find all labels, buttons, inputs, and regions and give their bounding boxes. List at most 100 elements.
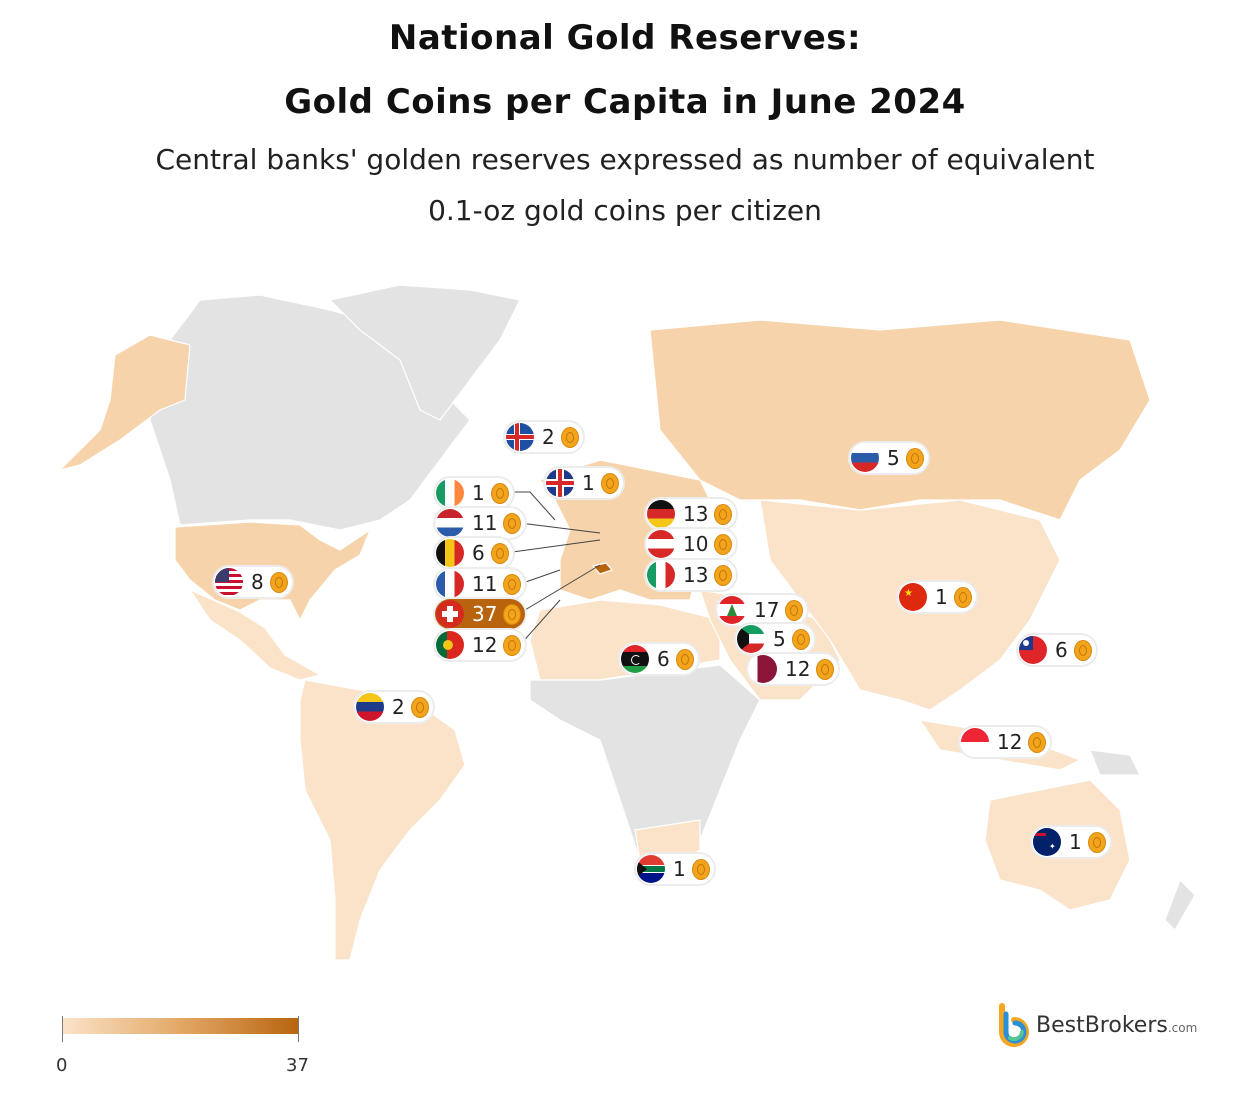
coin-icon — [269, 571, 288, 593]
label-libya[interactable]: 6 — [620, 644, 698, 674]
logo-icon — [999, 1003, 1029, 1047]
label-belgium[interactable]: 6 — [435, 538, 513, 568]
value: 1 — [935, 585, 948, 609]
label-south-africa[interactable]: 1 — [636, 854, 714, 884]
value: 6 — [1055, 638, 1068, 662]
lebanon-flag-icon — [718, 596, 746, 624]
value: 37 — [472, 602, 498, 626]
china-flag-icon: ★ — [899, 583, 927, 611]
logo-domain: .com — [1167, 1021, 1198, 1035]
legend-min-label: 0 — [56, 1055, 68, 1076]
bestbrokers-logo: BestBrokers .com — [996, 1002, 1197, 1048]
coin-icon — [490, 542, 509, 564]
label-portugal[interactable]: 12 — [435, 630, 526, 660]
label-qatar[interactable]: 12 — [748, 654, 839, 684]
label-russia[interactable]: 5 — [850, 443, 928, 473]
taiwan-flag-icon — [1019, 636, 1047, 664]
label-china[interactable]: ★ 1 — [898, 582, 976, 612]
region-new-guinea — [1089, 749, 1141, 776]
value: 17 — [754, 598, 780, 622]
value: 1 — [1069, 830, 1082, 854]
label-iceland[interactable]: 2 — [505, 422, 583, 452]
label-italy[interactable]: 13 — [646, 560, 737, 590]
value: 2 — [392, 695, 405, 719]
coin-icon — [714, 503, 733, 525]
label-ireland[interactable]: 1 — [435, 478, 513, 508]
libya-flag-icon — [621, 645, 649, 673]
region-russia — [649, 319, 1151, 521]
coin-icon — [503, 512, 522, 534]
coin-icon — [503, 603, 522, 625]
value: 12 — [997, 730, 1023, 754]
label-uk[interactable]: 1 — [545, 468, 623, 498]
label-singapore[interactable]: 12 — [960, 727, 1051, 757]
subtitle-line-1: Central banks' golden reserves expressed… — [155, 143, 1095, 176]
qatar-flag-icon — [749, 655, 777, 683]
label-kuwait[interactable]: 5 — [736, 624, 814, 654]
region-new-zealand — [1164, 878, 1196, 931]
france-flag-icon — [436, 570, 464, 598]
region-south-america — [299, 679, 466, 961]
legend-color-scale — [62, 1018, 299, 1034]
legend-tick-min — [62, 1016, 63, 1042]
leader-lines — [504, 491, 601, 646]
coin-icon — [675, 648, 694, 670]
title-line-1: National Gold Reserves: — [388, 18, 862, 58]
label-switzerland[interactable]: 37 — [435, 599, 526, 629]
iceland-flag-icon — [506, 423, 534, 451]
kuwait-flag-icon — [737, 625, 765, 653]
label-venezuela[interactable]: 2 — [355, 692, 433, 722]
label-france[interactable]: 11 — [435, 569, 526, 599]
ireland-flag-icon — [436, 479, 464, 507]
australia-flag-icon: ✦ — [1033, 828, 1061, 856]
value: 10 — [683, 532, 709, 556]
value: 11 — [472, 511, 498, 535]
coin-icon — [503, 573, 522, 595]
value: 5 — [887, 446, 900, 470]
value: 1 — [582, 471, 595, 495]
coin-icon — [791, 628, 810, 650]
coin-icon — [816, 658, 835, 680]
austria-flag-icon — [647, 530, 675, 558]
world-map — [58, 284, 1196, 961]
value: 2 — [542, 425, 555, 449]
title-line-2: Gold Coins per Capita in June 2024 — [284, 82, 966, 122]
value: 12 — [472, 633, 498, 657]
region-greenland — [328, 284, 521, 421]
value: 11 — [472, 572, 498, 596]
coin-icon — [1087, 831, 1106, 853]
coin-icon — [691, 858, 710, 880]
portugal-flag-icon — [436, 631, 464, 659]
value: 1 — [673, 857, 686, 881]
venezuela-flag-icon — [356, 693, 384, 721]
legend-tick-max — [298, 1016, 299, 1042]
germany-flag-icon — [647, 500, 675, 528]
coin-icon — [785, 599, 804, 621]
label-netherlands[interactable]: 11 — [435, 508, 526, 538]
label-taiwan[interactable]: 6 — [1018, 635, 1096, 665]
label-usa[interactable]: 8 — [214, 567, 292, 597]
value: 5 — [773, 627, 786, 651]
netherlands-flag-icon — [436, 509, 464, 537]
coin-icon — [410, 696, 429, 718]
region-canada — [149, 294, 471, 531]
value: 8 — [251, 570, 264, 594]
coin-icon — [714, 533, 733, 555]
uk-flag-icon — [546, 469, 574, 497]
coin-icon — [503, 634, 522, 656]
value: 13 — [683, 563, 709, 587]
italy-flag-icon — [647, 561, 675, 589]
label-austria[interactable]: 10 — [646, 529, 737, 559]
label-lebanon[interactable]: 17 — [717, 595, 808, 625]
singapore-flag-icon — [961, 728, 989, 756]
russia-flag-icon — [851, 444, 879, 472]
belgium-flag-icon — [436, 539, 464, 567]
coin-icon — [560, 426, 579, 448]
switzerland-flag-icon — [436, 600, 464, 628]
coin-icon — [714, 564, 733, 586]
coin-icon — [1028, 731, 1047, 753]
value: 13 — [683, 502, 709, 526]
label-germany[interactable]: 13 — [646, 499, 737, 529]
logo-name: BestBrokers — [1036, 1012, 1168, 1038]
label-australia[interactable]: ✦ 1 — [1032, 827, 1110, 857]
